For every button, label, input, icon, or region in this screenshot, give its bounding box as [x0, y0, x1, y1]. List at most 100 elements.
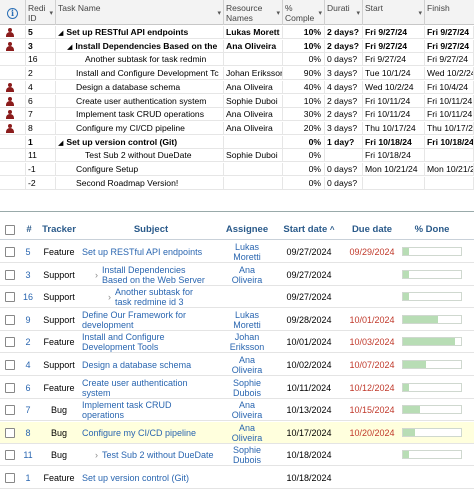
- grid-cell-start[interactable]: Fri 10/11/24: [363, 94, 425, 108]
- issue-row[interactable]: 11 Bug › Test Sub 2 without DueDate Sophie Du…: [0, 444, 474, 467]
- grid-row[interactable]: 16 Another subtask for task redmin 0% 0 day…: [0, 53, 474, 67]
- grid-cell-resource[interactable]: Sophie Duboi: [224, 94, 283, 108]
- grid-cell-finish[interactable]: [425, 149, 474, 163]
- column-header-task-name[interactable]: Task Name ▾: [56, 0, 224, 25]
- row-checkbox[interactable]: [5, 292, 15, 303]
- grid-cell-name[interactable]: ◢ Set up RESTful API endpoints: [56, 26, 224, 39]
- grid-cell-pct[interactable]: 10%: [283, 39, 325, 53]
- grid-cell-start[interactable]: Mon 10/21/24: [363, 163, 425, 176]
- grid-cell-name[interactable]: Second Roadmap Version!: [56, 176, 224, 190]
- grid-cell-pct[interactable]: 40%: [283, 80, 325, 94]
- row-checkbox[interactable]: [5, 473, 15, 483]
- issue-row[interactable]: 7 Bug Implement task CRUD operations Ana Oliv…: [0, 399, 474, 422]
- grid-cell-pct[interactable]: 0%: [283, 149, 325, 163]
- grid-row[interactable]: 11 Test Sub 2 without DueDate Sophie Duboi…: [0, 149, 474, 163]
- grid-cell-duration[interactable]: [325, 149, 363, 163]
- grid-cell-start[interactable]: Fri 10/11/24: [363, 108, 425, 122]
- grid-cell-pct[interactable]: 10%: [283, 26, 325, 39]
- issue-row[interactable]: 8 Bug Configure my CI/CD pipeline Ana Olivei…: [0, 421, 474, 444]
- column-header-percent-complete[interactable]: % Comple ▾: [283, 0, 325, 25]
- column-header-number[interactable]: #: [26, 224, 32, 235]
- row-checkbox[interactable]: [5, 337, 15, 348]
- grid-cell-name[interactable]: Implement task CRUD operations: [56, 108, 224, 122]
- issue-id-link[interactable]: 1: [25, 473, 31, 483]
- grid-cell-start[interactable]: Fri 10/18/24: [363, 149, 425, 163]
- grid-cell-resource[interactable]: [224, 163, 283, 176]
- issue-row[interactable]: 16 Support › Another subtask for task redmin…: [0, 286, 474, 309]
- grid-cell-id[interactable]: 5: [26, 26, 56, 39]
- grid-cell-pct[interactable]: 20%: [283, 121, 325, 135]
- issue-id-link[interactable]: 11: [23, 450, 33, 461]
- issue-id-link[interactable]: 3: [25, 269, 31, 280]
- grid-cell-finish[interactable]: Fri 10/4/24: [425, 80, 474, 94]
- grid-cell-duration[interactable]: 2 days?: [325, 26, 363, 39]
- grid-row[interactable]: 4 Design a database schema Ana Oliveira 40%…: [0, 80, 474, 94]
- select-all-checkbox[interactable]: [5, 225, 15, 235]
- grid-cell-resource[interactable]: Johan Erikssor: [226, 67, 283, 81]
- grid-cell-finish[interactable]: Mon 10/21/24: [425, 163, 474, 176]
- grid-cell-id[interactable]: 6: [26, 94, 56, 108]
- issue-id-link[interactable]: 2: [25, 337, 31, 348]
- grid-cell-start[interactable]: Fri 10/18/24: [363, 135, 425, 149]
- grid-row[interactable]: -1 Configure Setup 0% 0 days? Mon 10/21/24 Mo…: [0, 163, 474, 176]
- grid-cell-finish[interactable]: Wed 10/2/24: [427, 67, 474, 81]
- grid-cell-start[interactable]: Fri 9/27/24: [363, 39, 425, 53]
- issue-id-link[interactable]: 4: [25, 360, 31, 370]
- grid-cell-name[interactable]: Install and Configure Development Tc: [56, 67, 224, 81]
- grid-row[interactable]: 3 ◢ Install Dependencies Based on the Ana O…: [0, 39, 474, 53]
- grid-cell-duration[interactable]: 3 days?: [325, 67, 363, 81]
- grid-cell-id[interactable]: 2: [26, 67, 56, 81]
- subject-link[interactable]: Create user authentication system: [82, 378, 188, 398]
- grid-row[interactable]: 8 Configure my CI/CD pipeline Ana Oliveira…: [0, 121, 474, 135]
- issue-row[interactable]: 9 Support Define Our Framework for developm…: [0, 309, 474, 331]
- collapse-triangle-icon[interactable]: ◢: [67, 43, 73, 51]
- issue-id-link[interactable]: 7: [25, 405, 31, 416]
- issue-id-link[interactable]: 9: [25, 314, 31, 325]
- issue-id-link[interactable]: 5: [25, 247, 31, 257]
- grid-cell-pct[interactable]: 90%: [283, 67, 325, 81]
- grid-cell-resource[interactable]: [224, 135, 283, 149]
- subject-link[interactable]: Set up version control (Git): [82, 473, 189, 483]
- indicators-column-header[interactable]: i: [0, 0, 26, 25]
- grid-cell-start[interactable]: Fri 9/27/24: [363, 53, 425, 67]
- grid-cell-resource[interactable]: [224, 176, 283, 190]
- subject-link[interactable]: Implement task CRUD operations: [82, 400, 172, 420]
- grid-cell-finish[interactable]: Thu 10/17/24: [427, 121, 474, 135]
- grid-cell-pct[interactable]: 30%: [283, 108, 325, 122]
- row-checkbox[interactable]: [5, 405, 15, 416]
- grid-cell-finish[interactable]: Fri 10/18/24: [427, 135, 474, 149]
- grid-cell-duration[interactable]: 2 days?: [325, 108, 363, 122]
- issue-row[interactable]: 1 Feature Set up version control (Git) 10/1…: [0, 467, 474, 489]
- grid-cell-pct[interactable]: 0%: [283, 176, 325, 190]
- grid-cell-pct[interactable]: 0%: [283, 135, 325, 149]
- row-checkbox[interactable]: [5, 247, 15, 257]
- column-header-start[interactable]: Start ▾: [363, 0, 425, 25]
- grid-row[interactable]: -2 Second Roadmap Version! 0% 0 days?: [0, 176, 474, 190]
- grid-cell-name[interactable]: Test Sub 2 without DueDate: [56, 149, 224, 163]
- grid-cell-pct[interactable]: 10%: [283, 94, 325, 108]
- grid-cell-pct[interactable]: 0%: [283, 163, 325, 176]
- grid-cell-id[interactable]: 4: [26, 80, 56, 94]
- grid-row[interactable]: 7 Implement task CRUD operations Ana Olive…: [0, 108, 474, 122]
- subject-link[interactable]: Set up RESTful API endpoints: [82, 247, 202, 257]
- grid-cell-resource[interactable]: Ana Oliveira: [224, 121, 283, 135]
- grid-cell-duration[interactable]: 2 days?: [325, 94, 363, 108]
- row-checkbox[interactable]: [5, 427, 15, 438]
- grid-cell-id[interactable]: 7: [26, 108, 56, 122]
- grid-cell-duration[interactable]: 1 day?: [325, 135, 363, 149]
- assignee-link[interactable]: Sophie Dubois: [233, 445, 261, 465]
- grid-cell-duration[interactable]: 4 days?: [325, 80, 363, 94]
- assignee-link[interactable]: Ana Oliveira: [232, 355, 263, 375]
- row-checkbox[interactable]: [5, 450, 15, 461]
- collapse-triangle-icon[interactable]: ◢: [58, 30, 64, 37]
- grid-cell-duration[interactable]: 0 days?: [325, 163, 363, 176]
- assignee-link[interactable]: Ana Oliveira: [232, 400, 263, 420]
- grid-cell-duration[interactable]: 0 days?: [325, 53, 363, 67]
- assignee-link[interactable]: Ana Oliveira: [232, 265, 263, 285]
- grid-cell-finish[interactable]: Fri 9/27/24: [425, 53, 474, 67]
- grid-cell-name[interactable]: Configure Setup: [56, 163, 224, 176]
- column-header-resource-names[interactable]: Resource Names ▾: [224, 0, 283, 25]
- assignee-link[interactable]: Johan Eriksson: [230, 332, 265, 352]
- issue-id-link[interactable]: 16: [22, 292, 33, 303]
- grid-cell-start[interactable]: Wed 10/2/24: [363, 80, 425, 94]
